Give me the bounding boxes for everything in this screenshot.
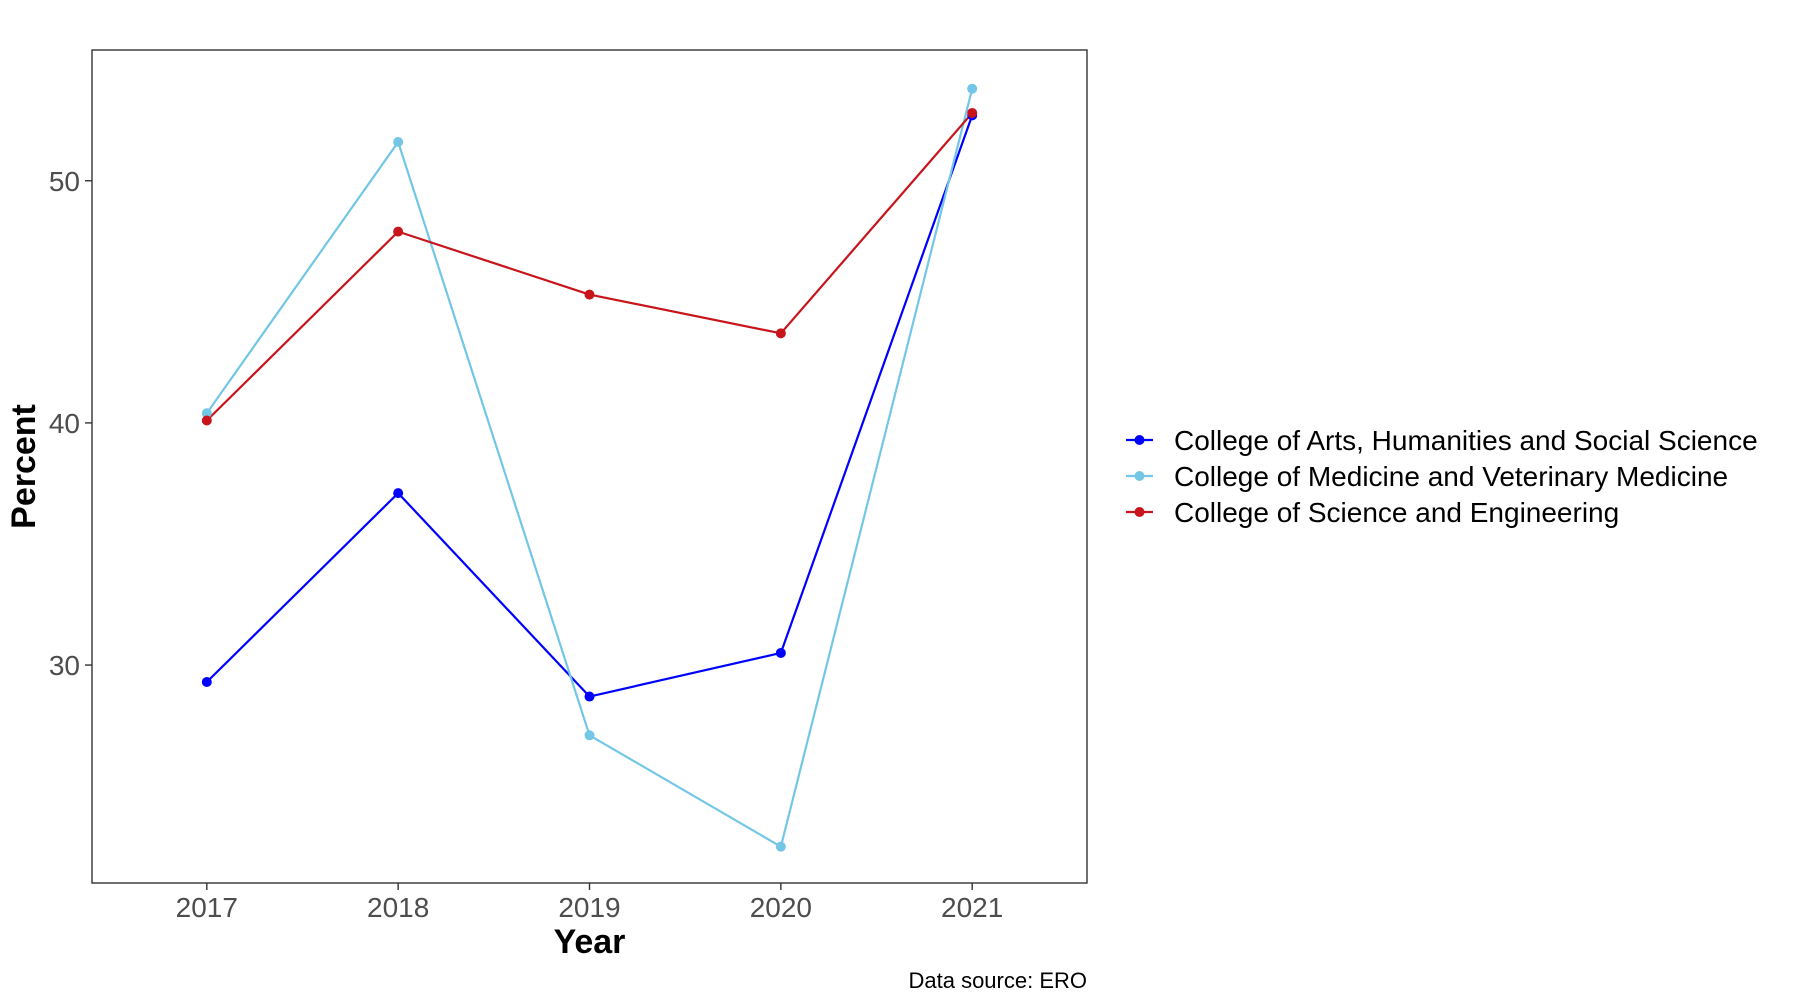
x-axis-ticks: 2017 2018 2019 2020 2021: [176, 883, 1003, 923]
panel-border: [91, 49, 1088, 884]
y-tick-label: 50: [49, 166, 80, 197]
legend: College of Arts, Humanities and Social S…: [1126, 425, 1758, 528]
legend-label: College of Arts, Humanities and Social S…: [1174, 425, 1758, 456]
legend-key-point: [1134, 507, 1145, 517]
data-source-caption: Data source: ERO: [908, 968, 1087, 993]
data-point: [393, 137, 404, 148]
data-point: [967, 107, 978, 118]
legend-label: College of Science and Engineering: [1174, 497, 1619, 528]
legend-key-point: [1134, 471, 1145, 481]
data-point: [775, 841, 786, 852]
series-line: [206, 115, 974, 698]
data-point: [967, 83, 978, 94]
x-tick-label: 2018: [367, 892, 429, 923]
data-point: [393, 488, 404, 499]
x-tick-label: 2021: [941, 892, 1003, 923]
data-point: [775, 647, 786, 658]
legend-key-point: [1134, 435, 1145, 445]
y-tick-label: 40: [49, 408, 80, 439]
data-point: [201, 415, 212, 426]
data-point: [393, 226, 404, 237]
data-point: [775, 328, 786, 339]
y-axis-title: Percent: [5, 404, 43, 529]
x-tick-label: 2020: [750, 892, 812, 923]
data-point: [584, 691, 595, 702]
series-points: [201, 83, 978, 852]
y-axis-ticks: 30 40 50: [49, 166, 92, 681]
y-tick-label: 30: [49, 650, 80, 681]
x-tick-label: 2017: [176, 892, 238, 923]
legend-label: College of Medicine and Veterinary Medic…: [1174, 461, 1728, 492]
series-line: [206, 112, 974, 422]
data-point: [201, 677, 212, 688]
data-point: [201, 408, 212, 419]
x-tick-label: 2019: [558, 892, 620, 923]
data-point: [584, 730, 595, 741]
data-point: [584, 289, 595, 300]
x-axis-title: Year: [554, 923, 626, 961]
